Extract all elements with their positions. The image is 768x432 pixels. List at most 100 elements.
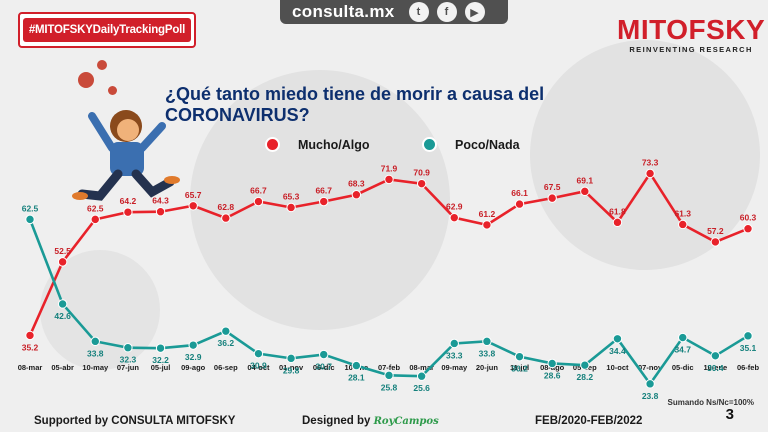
data-label: 32.9 xyxy=(185,352,202,362)
x-tick-label: 04-oct xyxy=(247,363,270,372)
data-point xyxy=(710,351,721,361)
data-label: 34.4 xyxy=(609,346,626,356)
page-number: 3 xyxy=(725,406,734,423)
data-point xyxy=(25,330,35,341)
data-label: 32.3 xyxy=(120,355,137,365)
legend-item-mucho-algo: Mucho/Algo xyxy=(265,137,370,152)
data-point xyxy=(612,217,623,228)
data-label: 30.7 xyxy=(315,362,332,372)
data-label: 66.7 xyxy=(250,186,267,196)
data-point xyxy=(253,196,264,207)
data-label: 30.2 xyxy=(511,364,528,374)
data-point xyxy=(482,220,492,230)
data-label: 33.8 xyxy=(479,348,496,358)
data-point xyxy=(57,257,68,267)
data-point xyxy=(351,190,362,200)
site-link[interactable]: consulta.mx xyxy=(292,2,395,21)
virus-icon xyxy=(97,60,107,70)
data-point xyxy=(710,237,721,247)
data-point xyxy=(351,360,362,371)
data-point xyxy=(221,326,231,336)
data-point xyxy=(612,334,623,344)
data-label: 65.7 xyxy=(185,190,202,200)
x-tick-label: 09-may xyxy=(441,363,468,372)
data-label: 30.4 xyxy=(707,363,724,373)
data-point xyxy=(743,331,753,341)
data-point xyxy=(253,348,264,359)
data-label: 61.8 xyxy=(609,206,626,216)
data-label: 33.3 xyxy=(446,350,463,360)
virus-icon xyxy=(78,72,94,88)
facebook-icon[interactable]: f xyxy=(436,2,457,22)
background-virus-shape xyxy=(530,40,760,270)
data-point xyxy=(319,349,329,360)
sum-note: Sumando Ns/Nc=100% xyxy=(667,398,754,407)
data-point xyxy=(384,370,394,381)
data-label: 29.8 xyxy=(283,365,300,375)
data-label: 36.2 xyxy=(218,338,235,348)
footer-period: FEB/2020-FEB/2022 xyxy=(535,415,643,427)
data-point xyxy=(743,224,753,234)
data-label: 42.6 xyxy=(54,311,71,321)
data-label: 62.5 xyxy=(22,203,39,213)
x-tick-label: 11-jul xyxy=(510,363,529,372)
data-label: 60.3 xyxy=(740,213,757,223)
data-label: 69.1 xyxy=(577,175,594,185)
x-tick-label: 08-mar xyxy=(18,363,43,372)
data-label: 33.8 xyxy=(87,348,104,358)
data-point xyxy=(155,343,166,353)
data-label: 65.3 xyxy=(283,191,300,201)
data-label: 30.9 xyxy=(250,361,267,371)
data-label: 66.1 xyxy=(511,188,528,198)
data-point xyxy=(449,338,459,349)
data-point xyxy=(678,332,688,343)
x-tick-label: 07-nov xyxy=(638,363,663,372)
data-point xyxy=(547,358,557,369)
hashtag-text: #MITOFSKYDailyTrackingPoll xyxy=(22,18,192,42)
designed-by-label: Designed by xyxy=(302,415,371,427)
data-label: 62.8 xyxy=(218,202,235,212)
x-tick-label: 07-feb xyxy=(378,363,401,372)
series-line xyxy=(28,218,749,387)
series-line xyxy=(28,171,749,336)
data-point xyxy=(221,213,231,223)
data-label: 73.3 xyxy=(642,157,659,167)
series-points xyxy=(25,168,753,389)
data-point xyxy=(286,353,296,364)
data-point xyxy=(90,214,100,225)
data-label: 35.2 xyxy=(22,342,39,352)
data-point xyxy=(482,336,492,347)
x-tick-label: 06-sep xyxy=(214,363,238,372)
data-point xyxy=(514,199,525,209)
data-label: 23.8 xyxy=(642,391,659,401)
data-point xyxy=(416,371,427,381)
data-label: 62.5 xyxy=(87,203,104,213)
data-point xyxy=(155,207,166,217)
data-label: 64.3 xyxy=(152,196,169,206)
hashtag-badge: #MITOFSKYDailyTrackingPoll xyxy=(18,12,196,48)
data-point xyxy=(645,168,655,179)
data-label: 25.6 xyxy=(413,383,430,393)
data-label: 61.3 xyxy=(674,208,691,218)
data-label: 34.7 xyxy=(674,345,691,355)
designer-signature: RoyCampos xyxy=(373,416,439,427)
youtube-icon[interactable]: ▶ xyxy=(464,2,485,22)
data-point xyxy=(286,202,296,213)
legend-item-poco-nada: Poco/Nada xyxy=(422,137,520,152)
data-point xyxy=(416,178,427,189)
legend-label: Poco/Nada xyxy=(455,137,520,152)
x-tick-label: 09-ago xyxy=(181,363,206,372)
data-label: 68.3 xyxy=(348,179,365,189)
chart-question-title: ¿Qué tanto miedo tiene de morir a causa … xyxy=(165,84,545,125)
data-point xyxy=(188,201,198,211)
twitter-icon[interactable]: t xyxy=(408,2,429,22)
data-label: 70.9 xyxy=(413,168,430,178)
data-label: 28.1 xyxy=(348,373,365,383)
x-tick-label: 10-may xyxy=(82,363,109,372)
x-tick-label: 10-ene xyxy=(703,363,727,372)
x-tick-label: 08-mar xyxy=(409,363,434,372)
x-tick-label: 20-jun xyxy=(476,363,499,372)
data-point xyxy=(90,336,100,347)
data-label: 67.5 xyxy=(544,182,561,192)
